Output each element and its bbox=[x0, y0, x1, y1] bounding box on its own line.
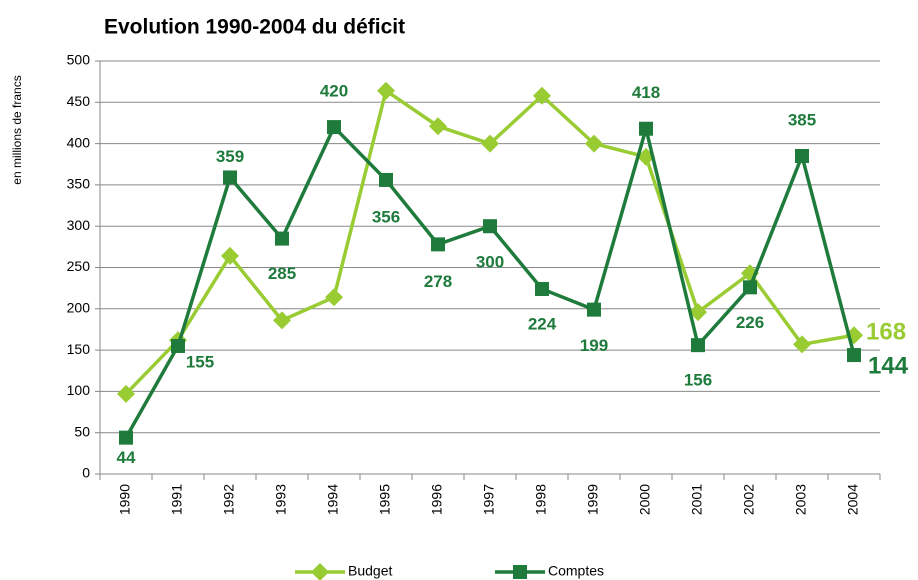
marker bbox=[533, 86, 551, 105]
marker bbox=[311, 563, 329, 580]
data-label: 300 bbox=[476, 253, 504, 272]
y-tick-label: 50 bbox=[74, 423, 90, 439]
x-tick-label: 2000 bbox=[637, 484, 653, 515]
marker bbox=[793, 335, 811, 354]
marker bbox=[481, 134, 499, 153]
x-tick-label: 2004 bbox=[845, 484, 861, 515]
x-tick-label: 1996 bbox=[429, 484, 445, 515]
marker bbox=[689, 303, 707, 322]
data-label: 156 bbox=[684, 371, 712, 390]
x-tick-label: 2002 bbox=[741, 484, 757, 515]
y-tick-label: 0 bbox=[82, 465, 90, 481]
data-label: 418 bbox=[632, 83, 660, 102]
data-label: 420 bbox=[320, 82, 348, 101]
marker bbox=[377, 81, 395, 100]
marker bbox=[513, 565, 527, 579]
x-tick-label: 1998 bbox=[533, 484, 549, 515]
marker bbox=[431, 237, 445, 252]
x-tick-label: 2003 bbox=[793, 484, 809, 515]
data-label: 168 bbox=[866, 319, 906, 346]
x-tick-label: 1992 bbox=[221, 484, 237, 515]
marker bbox=[379, 172, 393, 187]
marker bbox=[327, 120, 341, 135]
marker bbox=[273, 311, 291, 330]
legend-label: Budget bbox=[348, 563, 392, 579]
data-label: 356 bbox=[372, 207, 400, 226]
marker bbox=[429, 117, 447, 136]
x-tick-label: 1994 bbox=[325, 484, 341, 515]
marker bbox=[119, 430, 133, 445]
marker bbox=[325, 288, 343, 307]
y-tick-label: 300 bbox=[67, 217, 91, 233]
y-tick-label: 250 bbox=[67, 258, 91, 274]
marker bbox=[795, 148, 809, 163]
marker bbox=[223, 170, 237, 185]
x-tick-label: 1993 bbox=[273, 484, 289, 515]
data-label: 285 bbox=[268, 264, 296, 283]
data-label: 224 bbox=[528, 314, 557, 333]
marker bbox=[585, 134, 603, 153]
y-tick-label: 500 bbox=[67, 52, 91, 68]
data-label: 278 bbox=[424, 272, 452, 291]
y-tick-label: 100 bbox=[67, 382, 91, 398]
marker bbox=[587, 302, 601, 317]
y-tick-label: 400 bbox=[67, 134, 91, 150]
data-label: 226 bbox=[736, 313, 764, 332]
marker bbox=[639, 121, 653, 136]
legend-label: Comptes bbox=[548, 563, 604, 579]
data-label: 44 bbox=[117, 448, 136, 467]
marker bbox=[171, 338, 185, 353]
series bbox=[119, 120, 861, 445]
marker bbox=[691, 338, 705, 353]
y-tick-label: 450 bbox=[67, 93, 91, 109]
series bbox=[117, 81, 863, 403]
marker bbox=[847, 348, 861, 363]
x-tick-label: 1991 bbox=[169, 484, 185, 515]
x-tick-label: 1999 bbox=[585, 484, 601, 515]
data-label: 199 bbox=[580, 336, 608, 355]
data-label: 359 bbox=[216, 147, 244, 166]
marker bbox=[275, 231, 289, 246]
chart-title: Evolution 1990-2004 du déficit bbox=[104, 16, 405, 39]
y-tick-label: 150 bbox=[67, 341, 91, 357]
y-axis-label: en millions de francs bbox=[10, 75, 24, 184]
marker bbox=[535, 281, 549, 296]
marker bbox=[117, 384, 135, 403]
marker bbox=[483, 219, 497, 234]
y-tick-label: 200 bbox=[67, 300, 91, 316]
x-tick-label: 2001 bbox=[689, 484, 705, 515]
x-tick-label: 1997 bbox=[481, 484, 497, 515]
x-tick-label: 1995 bbox=[377, 484, 393, 515]
data-label: 144 bbox=[868, 352, 909, 379]
marker bbox=[221, 246, 239, 265]
marker bbox=[743, 280, 757, 295]
y-tick-label: 350 bbox=[67, 176, 91, 192]
x-tick-label: 1990 bbox=[117, 484, 133, 515]
data-label: 155 bbox=[186, 352, 214, 371]
data-label: 385 bbox=[788, 110, 816, 129]
